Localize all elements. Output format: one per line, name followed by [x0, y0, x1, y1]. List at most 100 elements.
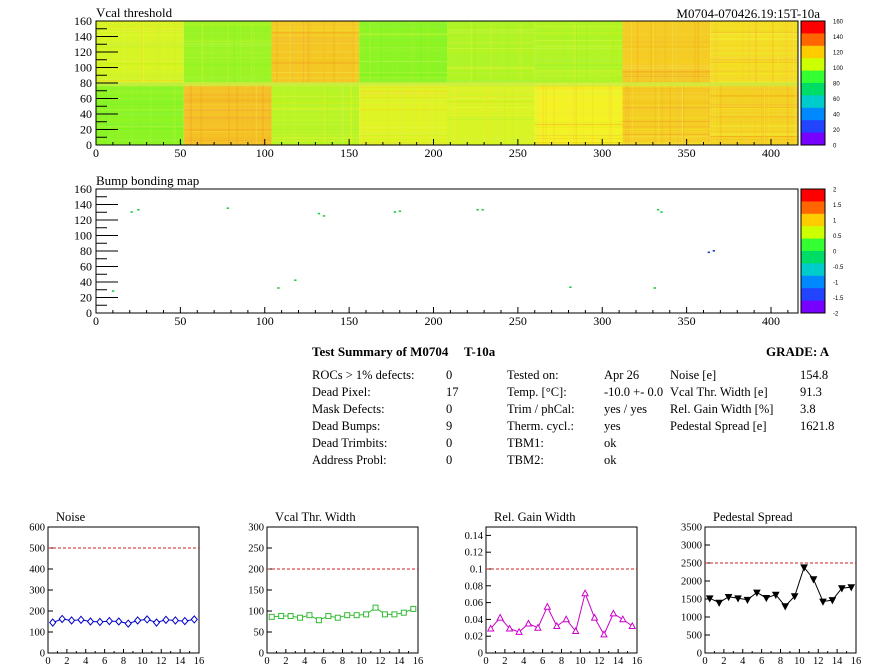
pixel-texture — [325, 83, 327, 145]
pixel-texture — [359, 97, 447, 99]
pixel-texture — [96, 109, 184, 111]
pixel-texture — [307, 83, 309, 145]
pixel-texture — [142, 21, 144, 83]
pixel-texture — [545, 83, 547, 145]
pixel-texture — [616, 21, 618, 83]
pixel-texture — [359, 134, 447, 136]
pixel-texture — [764, 83, 766, 145]
scale-label: 0 — [833, 250, 837, 256]
pixel-texture — [271, 107, 360, 109]
pixel-texture — [342, 83, 344, 145]
pixel-texture — [337, 21, 339, 83]
pixel-texture — [430, 21, 432, 83]
data-point — [278, 613, 285, 620]
pixel-texture — [447, 39, 535, 41]
pixel-texture — [96, 66, 184, 68]
pixel-texture — [355, 83, 357, 145]
pixel-texture — [622, 136, 711, 138]
x-tick-label: 4 — [740, 656, 746, 667]
pixel-texture — [466, 83, 468, 145]
pixel-texture — [96, 74, 184, 76]
pixel-texture — [271, 29, 360, 31]
pixel-texture — [271, 137, 360, 139]
y-tick-label: 0.04 — [465, 615, 484, 626]
roc-block — [534, 83, 623, 145]
scale-frame — [800, 20, 826, 146]
chart-3: Pedestal Spread 0 500 1000 1500 2000 2500 3000 3… — [681, 510, 861, 667]
pixel-texture — [534, 66, 623, 68]
pixel-texture — [243, 83, 245, 145]
pixel-texture — [596, 21, 598, 83]
pixel-texture — [96, 98, 184, 100]
pixel-texture — [271, 29, 360, 31]
pixel-texture — [270, 83, 272, 145]
pixel-texture — [658, 83, 660, 145]
pixel-texture — [183, 117, 272, 119]
data-point — [819, 598, 827, 606]
scale-label: 60 — [833, 97, 840, 103]
pixel-texture — [622, 75, 711, 77]
pixel-texture — [143, 21, 145, 83]
pixel-texture — [96, 114, 184, 116]
bump-point — [653, 287, 656, 289]
pixel-texture — [622, 108, 711, 110]
pixel-texture — [183, 104, 272, 106]
pixel-texture — [630, 21, 632, 83]
pixel-texture — [323, 21, 325, 83]
pixel-texture — [402, 83, 404, 145]
pixel-texture — [710, 116, 798, 118]
pixel-texture — [447, 37, 535, 39]
pixel-texture — [257, 21, 259, 83]
pixel-texture — [359, 49, 447, 51]
pixel-texture — [710, 110, 798, 112]
x-tick-label: 2 — [502, 656, 507, 667]
pixel-texture — [534, 80, 623, 82]
bump-point — [398, 210, 402, 213]
pixel-texture — [183, 94, 272, 96]
pixel-texture — [452, 21, 454, 83]
scale-band — [801, 189, 825, 202]
pixel-texture — [447, 119, 535, 121]
map-title: Bump bonding map — [96, 173, 199, 188]
pixel-texture — [142, 21, 144, 83]
pixel-texture — [622, 77, 711, 79]
pixel-texture — [710, 94, 798, 96]
pixel-texture — [183, 57, 272, 59]
bump-point — [226, 207, 230, 209]
scale-band — [801, 275, 825, 289]
pixel-texture — [271, 140, 360, 142]
pixel-texture — [271, 78, 360, 80]
pixel-texture — [183, 24, 272, 26]
pixel-texture — [433, 83, 435, 145]
pixel-texture — [622, 107, 711, 109]
chart-title: Vcal Thr. Width — [275, 510, 356, 524]
pixel-texture — [714, 83, 716, 145]
pixel-texture — [534, 111, 623, 113]
chart-0: Noise 0 100 200 300 400 500 600 0 2 4 6 8 10 12 14 16 — [29, 510, 204, 667]
pixel-texture — [763, 83, 765, 145]
x-tick-label: 12 — [156, 656, 167, 667]
pixel-texture — [183, 109, 272, 111]
pixel-texture — [710, 68, 798, 70]
pixel-texture — [447, 21, 535, 23]
pixel-texture — [622, 142, 711, 144]
y-tick-label: 20 — [80, 291, 92, 305]
y-tick-label: 0.12 — [465, 548, 483, 559]
data-point — [809, 576, 818, 584]
data-point — [600, 630, 608, 638]
pixel-texture — [622, 117, 711, 119]
y-tick-label: 20 — [80, 123, 92, 137]
pixel-texture — [361, 83, 363, 145]
y-tick-label: 100 — [248, 607, 264, 618]
x-tick-label: 250 — [509, 146, 527, 160]
pixel-texture — [359, 79, 447, 81]
pixel-texture — [183, 23, 272, 25]
chart-title: Noise — [56, 510, 86, 524]
data-point — [143, 615, 151, 624]
data-point — [77, 615, 85, 625]
pixel-texture — [534, 121, 623, 123]
chart-title: Rel. Gain Width — [494, 510, 576, 524]
pixel-texture — [534, 44, 623, 46]
pixel-texture — [534, 71, 623, 73]
